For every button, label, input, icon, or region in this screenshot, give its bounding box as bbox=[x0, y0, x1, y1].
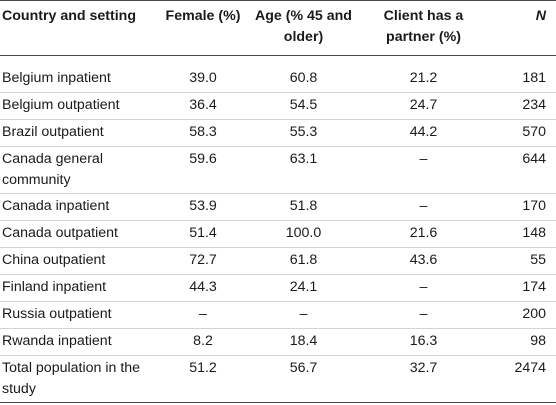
cell-n: 234 bbox=[486, 92, 556, 120]
cell-n: 200 bbox=[486, 301, 556, 329]
cell-age: 100.0 bbox=[246, 220, 361, 248]
cell-female: 72.7 bbox=[160, 247, 246, 275]
cell-partner: – bbox=[361, 274, 486, 302]
table-row: Total population in the study 51.2 56.7 32.… bbox=[0, 355, 556, 403]
cell-female: 51.4 bbox=[160, 220, 246, 248]
cell-age: 55.3 bbox=[246, 119, 361, 147]
cell-partner: – bbox=[361, 193, 486, 221]
header-partner: Client has a partner (%) bbox=[361, 0, 486, 56]
cell-country-setting: Belgium outpatient bbox=[0, 92, 160, 120]
cell-age: 63.1 bbox=[246, 146, 361, 194]
cell-age: 24.1 bbox=[246, 274, 361, 302]
table-row: China outpatient 72.7 61.8 43.6 55 bbox=[0, 247, 556, 275]
cell-n: 148 bbox=[486, 220, 556, 248]
cell-partner: 21.2 bbox=[361, 55, 486, 93]
table-row: Russia outpatient – – –200 bbox=[0, 301, 556, 329]
cell-female: 36.4 bbox=[160, 92, 246, 120]
header-age: Age (% 45 and older) bbox=[246, 0, 361, 56]
table-body: Belgium inpatient 39.0 60.8 21.2 181 Belgium … bbox=[0, 55, 556, 403]
table-row: Canada outpatient 51.4 100.0 21.6 148 bbox=[0, 220, 556, 248]
cell-female: – bbox=[160, 301, 246, 329]
table-row: Canada general community 59.6 63.1–644 bbox=[0, 146, 556, 194]
cell-country-setting: Canada inpatient bbox=[0, 193, 160, 221]
cell-n: 570 bbox=[486, 119, 556, 147]
cell-country-setting: Rwanda inpatient bbox=[0, 328, 160, 356]
table-row: Belgium inpatient 39.0 60.8 21.2 181 bbox=[0, 55, 556, 93]
header-n: N bbox=[486, 0, 556, 56]
cell-partner: – bbox=[361, 301, 486, 329]
table-row: Canada inpatient 53.9 51.8–170 bbox=[0, 193, 556, 221]
cell-n: 174 bbox=[486, 274, 556, 302]
cell-partner: 44.2 bbox=[361, 119, 486, 147]
table-row: Belgium outpatient 36.4 54.5 24.7 234 bbox=[0, 92, 556, 120]
table-header: Country and setting Female (%) Age (% 45… bbox=[0, 0, 556, 56]
cell-n: 55 bbox=[486, 247, 556, 275]
cell-country-setting: Russia outpatient bbox=[0, 301, 160, 329]
cell-female: 44.3 bbox=[160, 274, 246, 302]
cell-country-setting: Canada outpatient bbox=[0, 220, 160, 248]
cell-partner: 32.7 bbox=[361, 355, 486, 403]
cell-partner: 16.3 bbox=[361, 328, 486, 356]
cell-partner: 43.6 bbox=[361, 247, 486, 275]
cell-age: 51.8 bbox=[246, 193, 361, 221]
cell-female: 59.6 bbox=[160, 146, 246, 194]
table-row: Finland inpatient 44.3 24.1–174 bbox=[0, 274, 556, 302]
cell-n: 98 bbox=[486, 328, 556, 356]
cell-age: 56.7 bbox=[246, 355, 361, 403]
cell-age: 60.8 bbox=[246, 55, 361, 93]
cell-age: 18.4 bbox=[246, 328, 361, 356]
cell-partner: 21.6 bbox=[361, 220, 486, 248]
cell-country-setting: Finland inpatient bbox=[0, 274, 160, 302]
cell-female: 8.2 bbox=[160, 328, 246, 356]
cell-female: 53.9 bbox=[160, 193, 246, 221]
cell-n: 181 bbox=[486, 55, 556, 93]
cell-partner: 24.7 bbox=[361, 92, 486, 120]
cell-age: – bbox=[246, 301, 361, 329]
table-row: Brazil outpatient 58.3 55.3 44.2 570 bbox=[0, 119, 556, 147]
cell-country-setting: Total population in the study bbox=[0, 355, 160, 403]
cell-country-setting: China outpatient bbox=[0, 247, 160, 275]
cell-female: 39.0 bbox=[160, 55, 246, 93]
header-female: Female (%) bbox=[160, 0, 246, 56]
table-row: Rwanda inpatient 8.2 18.4 16.3 98 bbox=[0, 328, 556, 356]
cell-country-setting: Belgium inpatient bbox=[0, 55, 160, 93]
cell-female: 58.3 bbox=[160, 119, 246, 147]
cell-partner: – bbox=[361, 146, 486, 194]
cell-n: 644 bbox=[486, 146, 556, 194]
cell-n: 2474 bbox=[486, 355, 556, 403]
header-row: Country and setting Female (%) Age (% 45… bbox=[0, 0, 556, 56]
cell-country-setting: Brazil outpatient bbox=[0, 119, 160, 147]
cell-age: 61.8 bbox=[246, 247, 361, 275]
header-country-setting: Country and setting bbox=[0, 0, 160, 56]
cell-age: 54.5 bbox=[246, 92, 361, 120]
cell-n: 170 bbox=[486, 193, 556, 221]
cell-female: 51.2 bbox=[160, 355, 246, 403]
cell-country-setting: Canada general community bbox=[0, 146, 160, 194]
